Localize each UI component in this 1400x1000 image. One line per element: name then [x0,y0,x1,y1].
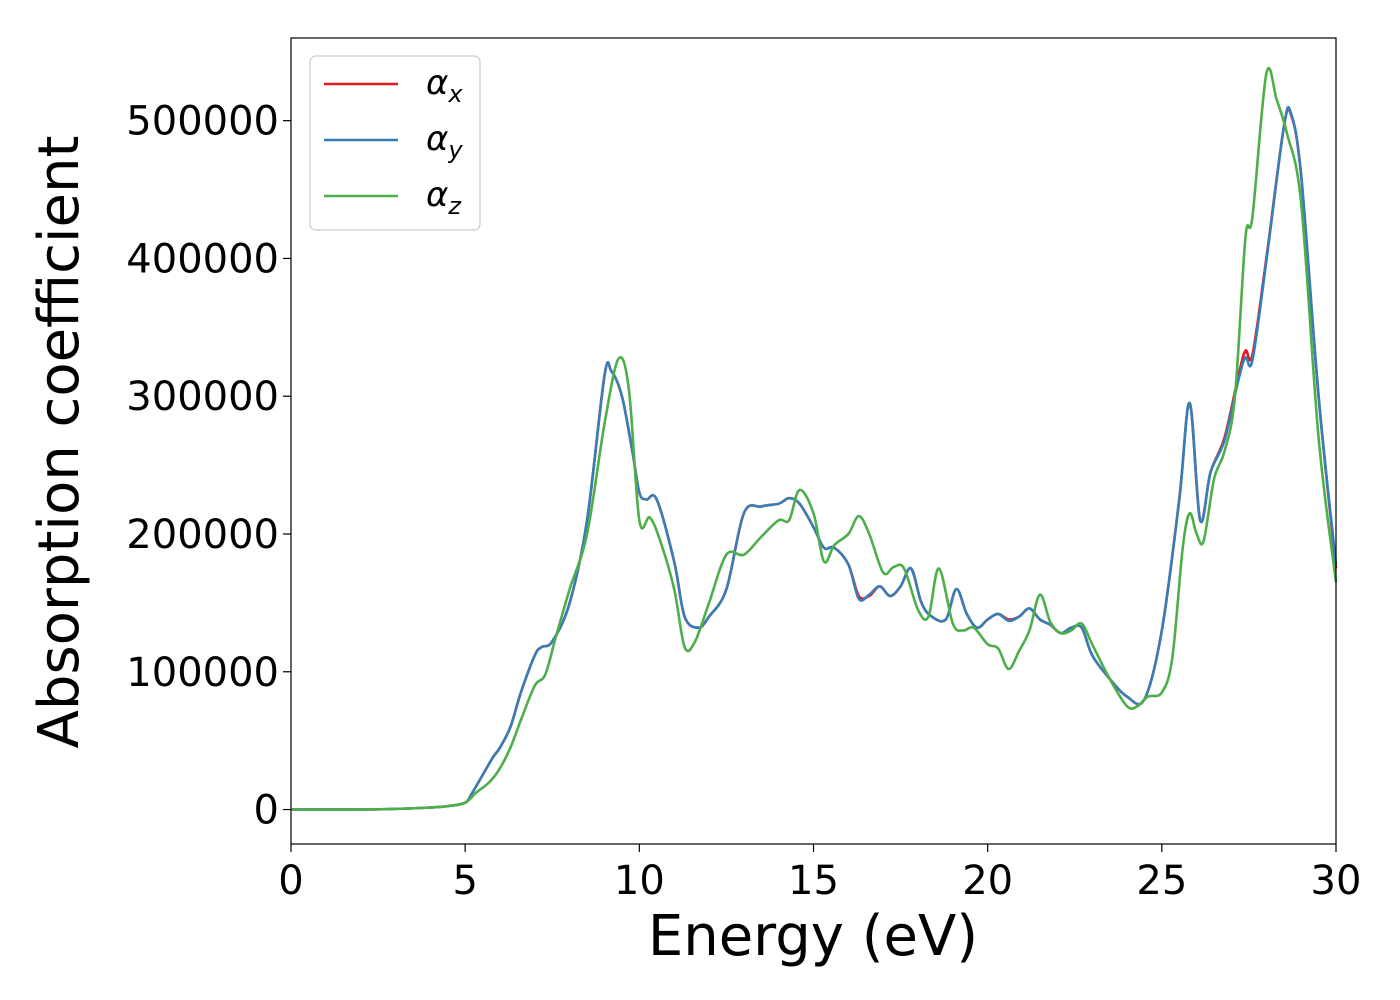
x-tick-label: 15 [788,858,839,904]
y-tick-label: 300000 [126,374,279,420]
legend-label-x: αx [426,63,463,108]
x-tick-label: 10 [614,858,665,904]
x-axis: 0 5 10 15 20 25 30 [278,844,1361,904]
series-line-z [290,66,1338,811]
legend-label-z: αz [426,175,462,220]
y-axis-label: Absorption coefficient [27,136,92,749]
legend-box [309,55,481,231]
y-axis: 0 100000 200000 300000 400000 500000 [126,99,291,834]
series-line-y [290,105,1338,811]
legend-label-y: αy [426,119,463,164]
y-tick-label: 0 [254,788,279,834]
y-tick-label: 100000 [126,650,279,696]
x-tick-label: 25 [1136,858,1187,904]
y-tick-label: 200000 [126,512,279,558]
x-tick-label: 30 [1311,858,1362,904]
x-tick-label: 0 [278,858,303,904]
x-tick-label: 5 [452,858,477,904]
plot-layer [290,66,1338,811]
x-tick-label: 20 [962,858,1013,904]
x-axis-label: Energy (eV) [648,904,978,969]
y-tick-label: 400000 [126,236,279,282]
y-tick-label: 500000 [126,99,279,145]
legend: αx αy αz [309,55,481,231]
